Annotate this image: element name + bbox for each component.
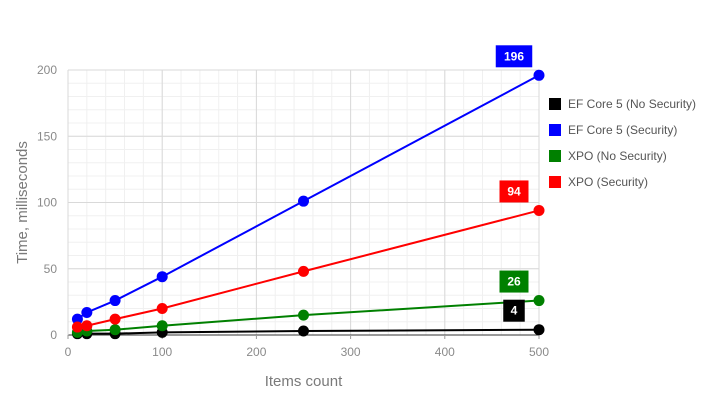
y-tick-label: 200 (37, 63, 57, 77)
legend-label: XPO (No Security) (568, 149, 667, 163)
y-tick-label: 100 (37, 196, 57, 210)
data-point[interactable] (109, 295, 121, 307)
data-labels-layer: 4 196 26 94 (495, 45, 533, 322)
data-point[interactable] (156, 271, 168, 283)
data-label-value: 26 (507, 275, 521, 289)
data-label-box (499, 270, 529, 293)
data-label: 26 (499, 270, 529, 293)
data-point[interactable] (298, 309, 309, 321)
data-point[interactable] (298, 195, 309, 207)
data-label-box (499, 180, 529, 203)
data-point[interactable] (298, 265, 309, 277)
data-point[interactable] (71, 313, 83, 325)
y-axis-title: Time, milliseconds (14, 141, 31, 264)
data-point[interactable] (298, 325, 309, 337)
data-point[interactable] (109, 324, 121, 336)
data-label-value: 94 (507, 184, 521, 198)
legend-swatch (549, 124, 561, 136)
legend-item[interactable]: EF Core 5 (Security) (549, 123, 677, 137)
legend-item[interactable]: XPO (Security) (549, 175, 648, 189)
data-label: 196 (495, 45, 533, 68)
data-label-box (503, 299, 525, 322)
x-axis-title: Items count (265, 373, 343, 390)
legend-item[interactable]: XPO (No Security) (549, 149, 667, 163)
y-tick-label: 150 (37, 129, 57, 143)
data-point[interactable] (533, 324, 545, 336)
data-point[interactable] (533, 204, 545, 216)
legend: EF Core 5 (No Security) EF Core 5 (Securi… (549, 97, 696, 189)
legend-item[interactable]: EF Core 5 (No Security) (549, 97, 696, 111)
y-axis-ticks: 0 50 100 150 200 (37, 63, 57, 342)
legend-swatch (549, 150, 561, 162)
x-tick-label: 300 (341, 345, 361, 359)
series-2 (71, 295, 545, 338)
x-tick-label: 200 (246, 345, 266, 359)
data-label-value: 196 (504, 49, 524, 63)
series-line (76, 74, 540, 320)
data-point[interactable] (81, 306, 93, 318)
data-point[interactable] (533, 69, 545, 81)
x-axis-ticks: 0 100 200 300 400 500 (65, 335, 549, 359)
data-point[interactable] (109, 313, 121, 325)
x-tick-label: 500 (529, 345, 549, 359)
y-tick-label: 0 (50, 328, 57, 342)
data-point[interactable] (71, 321, 83, 333)
legend-label: EF Core 5 (Security) (568, 123, 677, 137)
legend-swatch (549, 98, 561, 110)
data-label: 94 (499, 180, 529, 203)
data-point[interactable] (156, 303, 168, 314)
x-tick-label: 100 (152, 345, 172, 359)
legend-swatch (549, 176, 561, 188)
series-layer (71, 69, 545, 340)
series-3 (71, 204, 545, 333)
x-tick-label: 400 (435, 345, 455, 359)
data-point[interactable] (156, 320, 168, 332)
data-point[interactable] (81, 320, 93, 332)
data-label-value: 4 (511, 304, 518, 318)
series-1 (71, 69, 545, 325)
data-label: 4 (503, 299, 525, 322)
data-point[interactable] (533, 295, 545, 307)
legend-label: XPO (Security) (568, 175, 648, 189)
legend-label: EF Core 5 (No Security) (568, 97, 696, 111)
y-tick-label: 50 (44, 262, 58, 276)
x-tick-label: 0 (65, 345, 72, 359)
data-label-box (495, 45, 533, 68)
